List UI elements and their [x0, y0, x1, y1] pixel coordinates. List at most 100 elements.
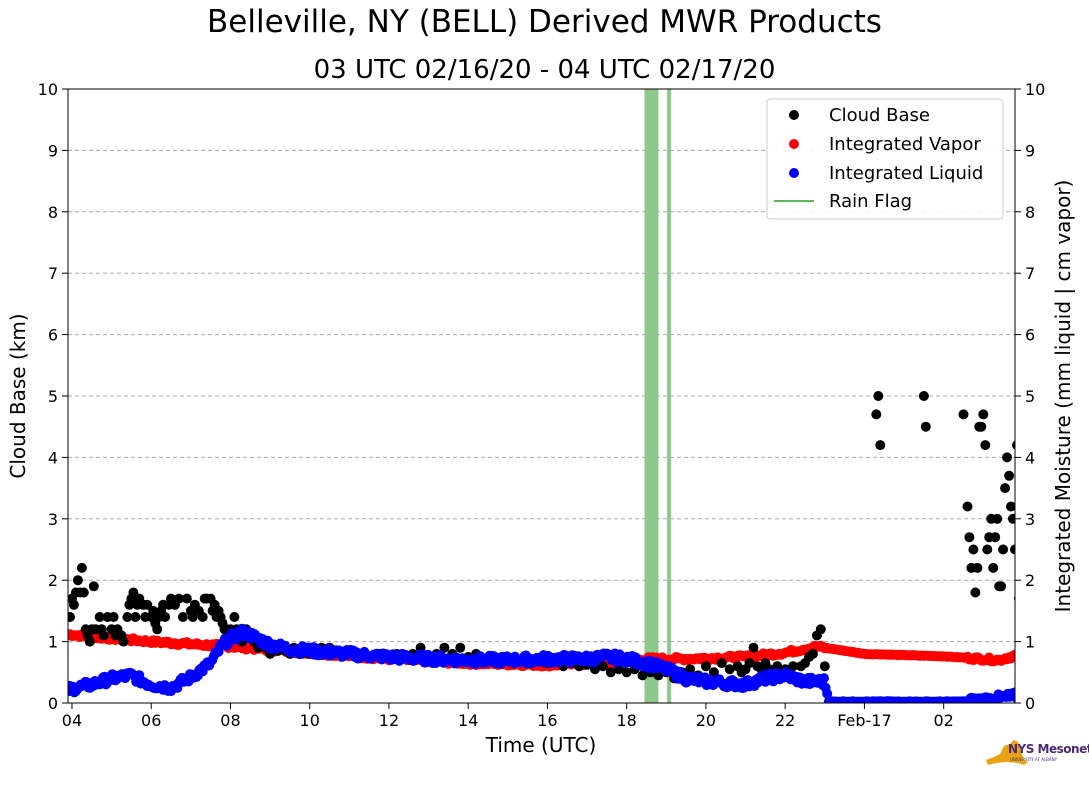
series-cloud-base	[68, 391, 1015, 684]
logo-subtext: UNIVERSITY AT ALBANY	[1010, 757, 1058, 762]
y-tick-label-left: 4	[48, 448, 58, 467]
data-point	[992, 513, 1003, 524]
data-point	[72, 575, 83, 586]
data-point	[142, 599, 153, 610]
data-point	[130, 612, 141, 622]
data-point	[108, 612, 119, 622]
data-point	[819, 661, 830, 672]
data-point	[807, 648, 818, 659]
x-tick-label: 08	[220, 711, 240, 730]
data-point	[1000, 483, 1011, 494]
data-point	[98, 630, 109, 641]
y-tick-label-left: 0	[48, 694, 58, 713]
y-axis-label-right: Integrated Moisture (mm liquid | cm vapo…	[1051, 180, 1075, 613]
x-tick-label: 10	[300, 711, 320, 730]
data-point	[958, 409, 969, 420]
rain-flag-band-1	[667, 89, 672, 703]
chart-subtitle: 03 UTC 02/16/20 - 04 UTC 02/17/20	[313, 55, 776, 85]
data-point	[748, 642, 759, 653]
data-point	[1012, 649, 1015, 659]
legend-label-cloud-base: Cloud Base	[829, 105, 930, 126]
data-point	[998, 544, 1009, 555]
chart-title: Belleville, NY (BELL) Derived MWR Produc…	[207, 4, 882, 40]
x-tick-label: 02	[933, 711, 953, 730]
series-integrated-liquid	[68, 623, 1026, 703]
data-point	[1002, 452, 1013, 463]
y-tick-label-right: 9	[1025, 141, 1035, 160]
data-point	[118, 636, 129, 647]
ny-state-map-icon	[986, 740, 1028, 765]
legend-box	[766, 98, 1004, 220]
data-point	[78, 587, 89, 598]
data-point	[68, 599, 79, 610]
data-point	[972, 562, 983, 573]
data-point	[970, 587, 981, 598]
data-point	[152, 624, 163, 635]
y-tick-label-right: 0	[1025, 694, 1035, 713]
y-tick-label-right: 6	[1025, 326, 1035, 345]
legend-label-rain-flag: Rain Flag	[829, 191, 912, 212]
data-point	[873, 391, 884, 401]
x-axis-label: Time (UTC)	[485, 733, 597, 757]
x-tick-label: 16	[537, 711, 557, 730]
data-point	[1010, 687, 1015, 698]
data-point	[1008, 513, 1015, 524]
x-tick-label: Feb-17	[837, 711, 891, 730]
legend-marker-cloud-base	[789, 110, 799, 120]
data-point	[229, 612, 240, 622]
x-tick-label: 20	[696, 711, 716, 730]
series-layer	[68, 391, 1026, 703]
y-tick-label-left: 5	[48, 387, 58, 406]
legend: Cloud Base Integrated Vapor Integrated L…	[766, 98, 1004, 220]
data-point	[122, 612, 133, 622]
y-tick-label-left: 1	[48, 633, 58, 652]
grid-lines	[68, 149, 1015, 643]
x-tick-label: 18	[617, 711, 637, 730]
data-point	[988, 562, 999, 573]
data-point	[1010, 544, 1015, 555]
logo-text: NYS Mesonet	[1008, 742, 1089, 756]
data-point	[822, 688, 833, 699]
data-point	[637, 670, 648, 681]
legend-label-integrated-vapor: Integrated Vapor	[829, 134, 981, 155]
y-tick-label-left: 3	[48, 510, 58, 529]
x-tick-label: 22	[775, 711, 795, 730]
y-tick-label-left: 2	[48, 571, 58, 590]
x-tick-label: 04	[62, 711, 82, 730]
x-tick-label: 12	[379, 711, 399, 730]
data-point	[605, 667, 616, 678]
y-tick-label-right: 3	[1025, 510, 1035, 529]
y-tick-label-right: 8	[1025, 203, 1035, 222]
data-point	[962, 501, 973, 512]
x-tick-label: 14	[458, 711, 478, 730]
data-point	[819, 673, 829, 684]
legend-marker-integrated-liquid	[789, 168, 799, 178]
data-point	[1006, 501, 1015, 512]
data-point	[920, 421, 931, 432]
data-point	[918, 391, 929, 401]
legend-label-integrated-liquid: Integrated Liquid	[829, 163, 983, 184]
data-point	[978, 409, 989, 420]
data-point	[187, 612, 198, 622]
data-point	[177, 612, 188, 622]
data-point	[173, 593, 184, 604]
data-point	[439, 642, 450, 653]
data-point	[1016, 693, 1026, 703]
data-point	[990, 532, 1001, 543]
y-axis-label-left: Cloud Base (km)	[6, 313, 30, 478]
data-point	[716, 658, 727, 669]
legend-marker-integrated-vapor	[789, 139, 799, 149]
data-point	[68, 612, 75, 622]
data-point	[76, 562, 87, 573]
y-tick-label-right: 10	[1025, 80, 1045, 99]
data-point	[597, 661, 608, 672]
data-point	[84, 636, 95, 647]
data-point	[1012, 440, 1015, 450]
data-point	[1012, 694, 1015, 703]
data-point	[724, 664, 735, 675]
data-point	[976, 421, 987, 432]
data-point	[94, 612, 105, 622]
y-tick-label-right: 5	[1025, 387, 1035, 406]
